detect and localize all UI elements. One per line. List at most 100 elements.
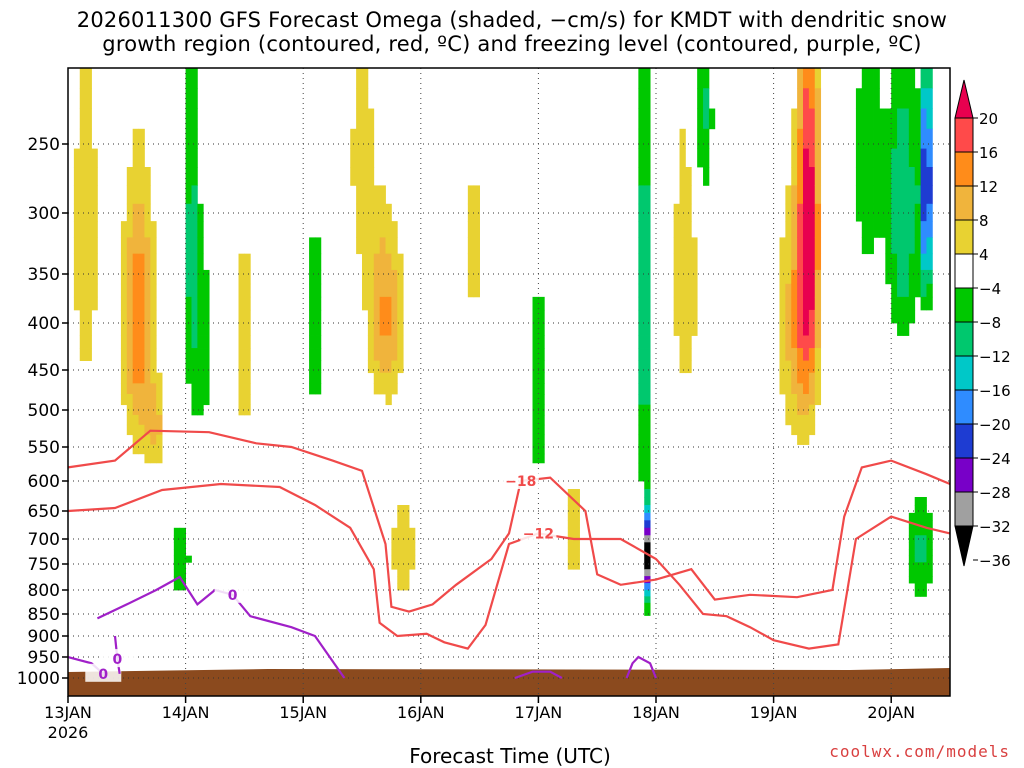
omega-cell [638, 185, 645, 205]
omega-cell [644, 512, 651, 521]
omega-cell [367, 128, 375, 149]
omega-cell [914, 203, 921, 222]
omega-cell [120, 348, 128, 361]
omega-cell [309, 372, 316, 384]
omega-cell [691, 253, 698, 271]
omega-cell [367, 253, 375, 271]
omega-cell [91, 296, 98, 311]
omega-cell [861, 221, 869, 238]
omega-cell [685, 296, 692, 311]
omega-cell [532, 434, 539, 445]
omega-cell [385, 335, 392, 349]
omega-cell [797, 394, 804, 406]
omega-cell [367, 148, 375, 168]
omega-cell [803, 360, 810, 374]
omega-cell [803, 404, 810, 416]
omega-cell [314, 296, 322, 311]
omega-cell [914, 88, 921, 109]
omega-cell [126, 323, 134, 336]
omega-cell [73, 269, 81, 285]
omega-cell [797, 237, 804, 255]
omega-cell [791, 185, 798, 205]
colorbar-segment [954, 355, 974, 391]
omega-cell [367, 323, 375, 336]
omega-cell [814, 394, 822, 406]
omega-cell [397, 520, 404, 529]
omega-cell [379, 203, 386, 222]
omega-cell [926, 527, 933, 536]
omega-cell [467, 185, 475, 205]
omega-cell [814, 221, 822, 238]
omega-cell [356, 88, 363, 109]
omega-cell [867, 221, 874, 238]
omega-cell [638, 108, 645, 130]
omega-cell [538, 335, 545, 349]
omega-cell [814, 237, 822, 255]
omega-cell [908, 108, 916, 130]
omega-cell [644, 372, 651, 384]
omega-cell [644, 108, 651, 130]
omega-cell [138, 203, 145, 222]
omega-cell [403, 542, 410, 550]
omega-cell [85, 283, 92, 298]
omega-cell [532, 383, 539, 395]
omega-cell [356, 148, 363, 168]
omega-cell [902, 221, 910, 238]
omega-cell [679, 185, 686, 205]
omega-cell [309, 296, 316, 311]
omega-cell [573, 489, 580, 498]
omega-cell [808, 404, 816, 416]
omega-cell [697, 128, 704, 149]
omega-cell [914, 148, 921, 168]
omega-cell [891, 148, 898, 168]
omega-cell [814, 108, 822, 130]
omega-cell [803, 221, 810, 238]
omega-cell [644, 296, 651, 311]
omega-cell [861, 167, 869, 186]
colorbar-label: 12 [979, 178, 998, 196]
omega-cell [808, 394, 816, 406]
omega-cell [791, 348, 798, 361]
omega-cell [791, 203, 798, 222]
omega-cell [179, 549, 186, 557]
omega-cell [79, 253, 87, 271]
omega-cell [814, 372, 822, 384]
omega-cell [803, 68, 810, 89]
omega-cell [132, 309, 139, 324]
omega-cell [861, 203, 869, 222]
omega-cell [532, 335, 539, 349]
omega-cell [908, 253, 916, 271]
omega-cell [120, 253, 128, 271]
omega-cell [644, 562, 651, 570]
omega-cell [473, 283, 480, 298]
omega-cell [914, 535, 921, 543]
omega-cell [885, 221, 892, 238]
omega-cell [309, 269, 316, 285]
omega-cell [385, 221, 392, 238]
omega-cell [532, 424, 539, 436]
omega-cell [238, 404, 245, 416]
omega-cell [920, 576, 927, 584]
omega-cell [126, 221, 134, 238]
omega-cell [156, 404, 163, 416]
omega-cell [120, 323, 128, 336]
omega-cell [897, 296, 904, 311]
omega-cell [197, 372, 204, 384]
omega-cell [867, 128, 874, 149]
omega-cell [814, 167, 822, 186]
omega-cell [120, 335, 128, 349]
omega-cell [920, 108, 927, 130]
omega-cell [367, 283, 375, 298]
omega-cell [203, 360, 210, 374]
omega-cell [808, 296, 816, 311]
y-tick-label: 500 [28, 401, 60, 421]
omega-cell [908, 167, 916, 186]
omega-cell [808, 348, 816, 361]
omega-cell [132, 383, 139, 395]
omega-cell [644, 602, 651, 610]
omega-cell [908, 569, 916, 577]
omega-cell [91, 203, 98, 222]
omega-cell [567, 549, 575, 557]
omega-cell [379, 237, 386, 255]
colorbar-label: −8 [979, 314, 1001, 332]
